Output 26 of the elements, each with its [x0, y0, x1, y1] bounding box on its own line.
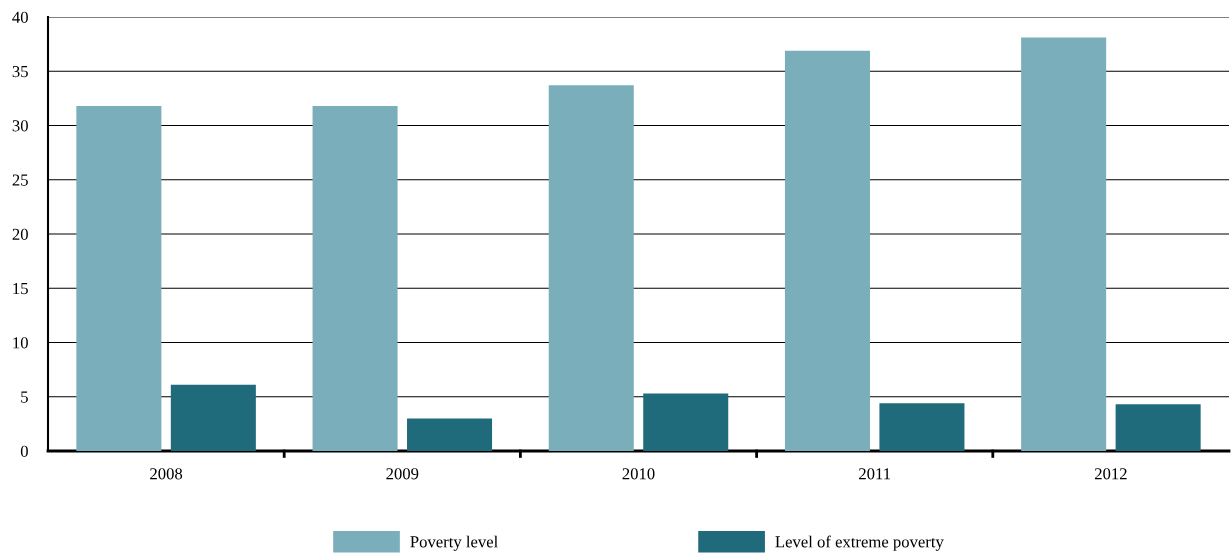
y-tick-label: 40: [12, 11, 28, 23]
y-tick-label: 35: [12, 66, 28, 78]
x-tick-label: 2009: [386, 468, 419, 480]
bar: [879, 403, 965, 451]
bar: [1115, 404, 1201, 451]
x-tick-label: 2008: [150, 468, 183, 480]
y-tick-label: 30: [12, 120, 28, 132]
legend-label: Level of extreme poverty: [775, 535, 944, 551]
x-tick-label: 2011: [859, 468, 891, 480]
y-tick-label: 20: [12, 228, 28, 240]
bar: [407, 418, 493, 451]
x-tick-label: 2010: [622, 468, 655, 480]
legend-label: Poverty level: [410, 535, 498, 551]
y-tick-label: 10: [13, 337, 28, 349]
bar: [312, 105, 398, 451]
x-tick-label: 2012: [1094, 468, 1127, 480]
y-tick-label: 0: [20, 445, 28, 457]
y-tick-label: 15: [13, 283, 28, 295]
bar: [643, 393, 729, 451]
y-tick-label: 5: [21, 391, 28, 403]
bar: [76, 105, 162, 451]
bar: [784, 50, 870, 451]
bar: [1021, 37, 1107, 451]
y-tick-label: 25: [12, 174, 28, 186]
bar: [548, 85, 634, 451]
bar: [170, 384, 256, 451]
